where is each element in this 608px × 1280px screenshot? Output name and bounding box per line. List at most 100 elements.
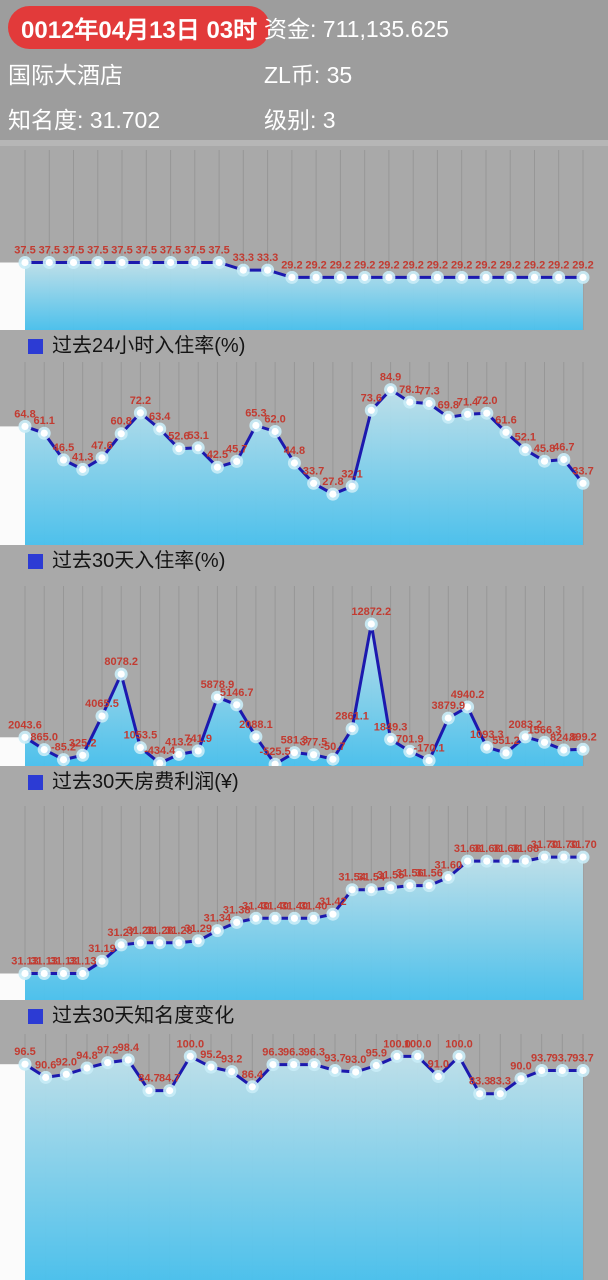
charts-scroll-area[interactable]: 37.5 37.5 37.5 37.5 37.5 37.5 37.5 37.5 37.5 33.3… xyxy=(0,146,608,1280)
svg-text:2043.6: 2043.6 xyxy=(8,719,42,731)
svg-text:-50.7: -50.7 xyxy=(320,741,345,753)
svg-text:-525.5: -525.5 xyxy=(259,746,290,758)
legend-label: 过去30天入住率(%) xyxy=(52,550,226,572)
funds-value: 711,135.625 xyxy=(322,16,449,42)
svg-text:31.13: 31.13 xyxy=(30,956,58,968)
svg-text:37.5: 37.5 xyxy=(39,245,60,257)
svg-text:4940.2: 4940.2 xyxy=(451,689,485,701)
legend-label: 过去30天知名度变化 xyxy=(52,1005,235,1027)
svg-text:52.1: 52.1 xyxy=(515,432,536,444)
svg-text:581.3: 581.3 xyxy=(281,735,309,747)
svg-text:31.70: 31.70 xyxy=(531,839,559,851)
svg-text:31.68: 31.68 xyxy=(454,843,482,855)
svg-text:29.2: 29.2 xyxy=(330,259,351,271)
svg-text:31.28: 31.28 xyxy=(165,925,193,937)
legend-label: 过去24小时入住率(%) xyxy=(52,335,246,357)
svg-text:96.5: 96.5 xyxy=(14,1046,35,1058)
header-divider xyxy=(0,140,608,146)
zl-coin-label: ZL币: xyxy=(264,61,321,88)
chart-section-bottom-partial: 96.5 90.6 92.0 94.8 97.2 98.4 84.7 84.7 100.0 95.… xyxy=(0,1034,608,1280)
svg-text:71.4: 71.4 xyxy=(457,396,479,408)
fame-label: 知名度: xyxy=(8,106,84,133)
svg-text:37.5: 37.5 xyxy=(208,245,229,257)
svg-text:31.13: 31.13 xyxy=(69,956,97,968)
svg-text:93.0: 93.0 xyxy=(345,1054,366,1066)
svg-text:31.68: 31.68 xyxy=(473,843,501,855)
svg-text:47.6: 47.6 xyxy=(91,440,112,452)
svg-text:96.3: 96.3 xyxy=(262,1047,283,1059)
level-stat: 级别: 3 xyxy=(264,101,608,135)
svg-text:29.2: 29.2 xyxy=(524,259,545,271)
svg-text:31.68: 31.68 xyxy=(512,843,540,855)
svg-text:701.9: 701.9 xyxy=(396,733,424,745)
svg-text:3879.9: 3879.9 xyxy=(431,700,465,712)
hotel-name: 国际大酒店 xyxy=(8,61,123,88)
svg-text:5878.9: 5878.9 xyxy=(201,679,235,691)
svg-text:8078.2: 8078.2 xyxy=(104,656,138,668)
svg-text:29.2: 29.2 xyxy=(572,259,593,271)
svg-text:31.28: 31.28 xyxy=(127,925,155,937)
svg-text:1849.3: 1849.3 xyxy=(374,721,408,733)
svg-text:29.2: 29.2 xyxy=(378,259,399,271)
svg-text:2088.1: 2088.1 xyxy=(239,719,273,731)
svg-text:37.5: 37.5 xyxy=(63,245,84,257)
svg-text:46.7: 46.7 xyxy=(553,442,574,454)
svg-text:31.40: 31.40 xyxy=(261,900,289,912)
svg-text:31.40: 31.40 xyxy=(300,900,328,912)
svg-text:45.8: 45.8 xyxy=(534,443,555,455)
svg-text:77.3: 77.3 xyxy=(418,386,439,398)
svg-text:31.19: 31.19 xyxy=(88,943,116,955)
svg-text:41.3: 41.3 xyxy=(72,451,93,463)
legend-swatch-icon xyxy=(28,553,43,569)
svg-text:45.7: 45.7 xyxy=(226,443,247,455)
svg-text:31.38: 31.38 xyxy=(223,904,251,916)
svg-text:72.2: 72.2 xyxy=(130,395,151,407)
svg-text:29.2: 29.2 xyxy=(427,259,448,271)
legend-swatch-icon xyxy=(28,1008,43,1024)
svg-text:62.0: 62.0 xyxy=(264,414,285,426)
svg-text:31.60: 31.60 xyxy=(435,860,463,872)
legend-occupancy-24h: 过去24小时入住率(%) xyxy=(28,334,608,358)
svg-text:83.3: 83.3 xyxy=(469,1076,490,1088)
svg-text:69.8: 69.8 xyxy=(438,399,459,411)
svg-text:93.7: 93.7 xyxy=(572,1053,593,1065)
level-value: 3 xyxy=(322,106,336,133)
svg-text:-85.2: -85.2 xyxy=(51,742,76,754)
svg-text:-170.1: -170.1 xyxy=(413,743,444,755)
svg-text:29.2: 29.2 xyxy=(475,259,496,271)
svg-text:100.0: 100.0 xyxy=(177,1038,205,1050)
svg-text:377.5: 377.5 xyxy=(300,737,328,749)
svg-text:96.3: 96.3 xyxy=(304,1047,325,1059)
svg-text:97.2: 97.2 xyxy=(97,1045,118,1057)
svg-text:53.1: 53.1 xyxy=(187,430,208,442)
chart-canvas-room-profit-30d: 2043.6 865.0 -85.2 325.2 4065.5 8078.2 1053.5 -… xyxy=(0,586,608,766)
chart-canvas-fame-change-30d: 31.13 31.13 31.13 31.13 31.19 31.27 31.28 31.28… xyxy=(0,806,608,1000)
svg-text:31.54: 31.54 xyxy=(358,872,386,884)
svg-text:44.8: 44.8 xyxy=(284,445,305,457)
svg-text:31.42: 31.42 xyxy=(319,896,347,908)
svg-text:31.28: 31.28 xyxy=(146,925,174,937)
svg-text:98.4: 98.4 xyxy=(118,1042,140,1054)
level-label: 级别: xyxy=(264,106,317,133)
svg-text:90.6: 90.6 xyxy=(35,1059,56,1071)
svg-text:37.5: 37.5 xyxy=(136,245,157,257)
svg-text:95.9: 95.9 xyxy=(366,1048,387,1060)
svg-text:2861.1: 2861.1 xyxy=(335,711,369,723)
svg-text:84.9: 84.9 xyxy=(380,372,401,384)
svg-text:52.6: 52.6 xyxy=(168,431,189,443)
svg-text:37.5: 37.5 xyxy=(184,245,205,257)
svg-text:84.7: 84.7 xyxy=(159,1073,180,1085)
svg-text:32.1: 32.1 xyxy=(341,468,362,480)
svg-text:64.8: 64.8 xyxy=(14,408,35,420)
svg-text:1053.5: 1053.5 xyxy=(124,730,158,742)
legend-fame-change-30d: 过去30天知名度变化 xyxy=(28,1004,608,1028)
svg-text:31.40: 31.40 xyxy=(281,900,309,912)
date-badge: 0012年04月13日 03时 xyxy=(8,5,271,49)
svg-text:5146.7: 5146.7 xyxy=(220,687,254,699)
svg-text:84.7: 84.7 xyxy=(138,1073,159,1085)
svg-text:96.3: 96.3 xyxy=(283,1047,304,1059)
svg-text:61.1: 61.1 xyxy=(33,415,54,427)
svg-text:31.34: 31.34 xyxy=(204,913,232,925)
svg-text:91.0: 91.0 xyxy=(428,1059,449,1071)
